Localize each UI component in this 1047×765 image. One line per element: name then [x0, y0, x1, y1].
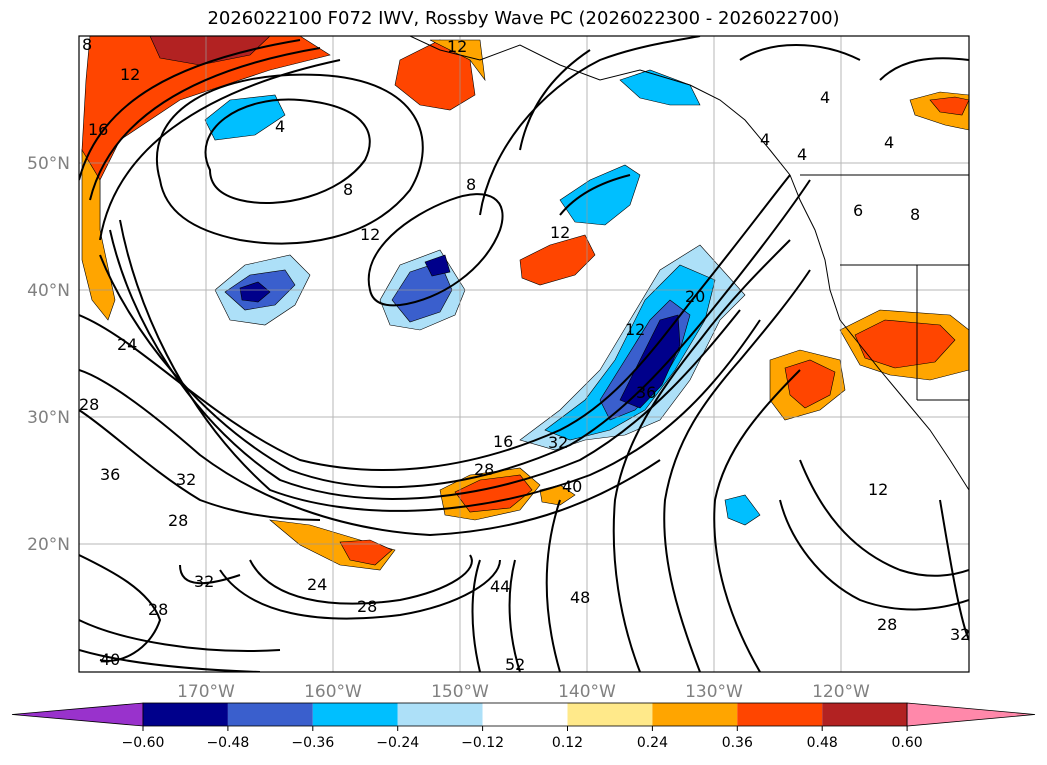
positive-anomaly-top-left-core — [149, 36, 271, 66]
colorbar-segment — [227, 703, 313, 726]
lat-label-50n: 50°N — [27, 154, 70, 174]
contour-label: 28 — [877, 615, 897, 634]
contour-label: 40 — [100, 650, 120, 669]
lon-label-150w: 150°W — [431, 682, 489, 702]
contour-label: 24 — [307, 575, 327, 594]
colorbar-segment — [397, 703, 483, 726]
contour-label: 4 — [275, 117, 285, 136]
lat-label-30n: 30°N — [27, 408, 70, 428]
positive-anomaly-southwest-core — [339, 539, 393, 566]
positive-anomaly-top-left-edge — [81, 148, 116, 321]
contour-label: 36 — [636, 383, 656, 402]
contour-label: 40 — [562, 477, 582, 496]
colorbar-segment — [652, 703, 738, 726]
colorbar-outline — [142, 702, 908, 727]
contour-label: 28 — [357, 597, 377, 616]
negative-anomaly-mid-core — [424, 254, 451, 277]
lat-label-20n: 20°N — [27, 535, 70, 555]
contour-label: 28 — [79, 395, 99, 414]
contour-labels: 8 12 16 4 8 12 8 12 4 4 4 4 6 8 12 12 20… — [79, 35, 970, 674]
contour-label: 16 — [493, 432, 513, 451]
lat-label-40n: 40°N — [27, 281, 70, 301]
contour-label: 52 — [505, 655, 525, 674]
longitude-labels: 170°W 160°W 150°W 140°W 130°W 120°W — [177, 682, 870, 702]
colorbar-tick-label: 0.24 — [637, 735, 668, 751]
contour-label: 12 — [550, 223, 570, 242]
positive-anomaly-central-north — [519, 234, 596, 286]
lon-label-130w: 130°W — [685, 682, 743, 702]
colorbar-segment — [567, 703, 653, 726]
negative-anomaly-central-core — [619, 314, 681, 409]
colorbar-tick-label: 0.36 — [722, 735, 753, 751]
contour-label: 4 — [820, 88, 830, 107]
colorbar-tick-label: 0.48 — [807, 735, 838, 751]
contour-label: 6 — [853, 201, 863, 220]
contour-label: 8 — [82, 35, 92, 54]
colorbar-tick-label: −0.36 — [291, 735, 334, 751]
colorbar-tick-label: −0.48 — [206, 735, 249, 751]
contour-label: 28 — [474, 460, 494, 479]
colorbar-segment — [482, 703, 568, 726]
contour-label: 44 — [490, 577, 510, 596]
colorbar-extend-high — [906, 702, 1036, 727]
iwv-contours — [79, 36, 969, 672]
negative-anomaly-east — [724, 494, 761, 526]
positive-anomaly-california-core — [854, 319, 956, 369]
lon-label-160w: 160°W — [304, 682, 362, 702]
contour-label: 24 — [117, 335, 137, 354]
positive-anomaly-far-ne-core — [929, 96, 969, 116]
colorbar-tick-label: −0.60 — [122, 735, 165, 751]
contour-label: 20 — [685, 287, 705, 306]
contour-label: 32 — [950, 625, 970, 644]
contour-label: 4 — [797, 145, 807, 164]
us-coast — [839, 319, 969, 491]
contour-label: 28 — [168, 511, 188, 530]
contour-label: 12 — [360, 225, 380, 244]
colorbar-segment — [822, 703, 908, 726]
contour-label: 16 — [88, 120, 108, 139]
colorbar: −0.60 −0.48 −0.36 −0.24 −0.12 0.12 0.24 0.36 0.4… — [11, 702, 1036, 751]
lon-label-140w: 140°W — [558, 682, 616, 702]
lon-label-120w: 120°W — [812, 682, 870, 702]
colorbar-tick-label: 0.60 — [892, 735, 923, 751]
contour-label: 36 — [100, 465, 120, 484]
positive-anomaly-south-core — [454, 474, 533, 513]
contour-label: 4 — [884, 133, 894, 152]
map-frame — [78, 35, 970, 673]
contour-label: 12 — [447, 37, 467, 56]
colorbar-tick-label: −0.24 — [376, 735, 419, 751]
contour-label: 28 — [148, 600, 168, 619]
negative-anomaly-west-core — [239, 281, 271, 303]
colorbar-segment — [143, 703, 228, 726]
contour-label: 32 — [548, 433, 568, 452]
colorbar-segment — [737, 703, 823, 726]
colorbar-tick-label: 0.12 — [552, 735, 583, 751]
contour-label: 48 — [570, 588, 590, 607]
colorbar-extend-low — [11, 702, 144, 727]
latitude-labels: 50°N 40°N 30°N 20°N — [27, 154, 70, 555]
border-lines — [800, 174, 969, 401]
contour-label: 32 — [176, 470, 196, 489]
contour-label: 32 — [194, 572, 214, 591]
contour-label: 12 — [868, 480, 888, 499]
negative-anomaly-nw — [204, 94, 286, 141]
contour-label: 8 — [910, 205, 920, 224]
map-title: 2026022100 F072 IWV, Rossby Wave PC (202… — [207, 8, 840, 29]
negative-anomaly-ak-gulf — [619, 69, 701, 106]
lon-label-170w: 170°W — [177, 682, 235, 702]
positive-anomaly-top-edge — [429, 39, 486, 82]
contour-label: 4 — [760, 130, 770, 149]
colorbar-segment — [312, 703, 398, 726]
colorbar-tick-label: −0.12 — [461, 735, 504, 751]
contour-label: 8 — [466, 175, 476, 194]
alaska-coast — [409, 36, 791, 176]
contour-label: 12 — [120, 65, 140, 84]
contour-label: 8 — [343, 180, 353, 199]
map-area: 8 12 16 4 8 12 8 12 4 4 4 4 6 8 12 12 20… — [79, 35, 970, 674]
negative-anomaly-ne-pacific — [559, 164, 641, 226]
contour-label: 12 — [625, 320, 645, 339]
